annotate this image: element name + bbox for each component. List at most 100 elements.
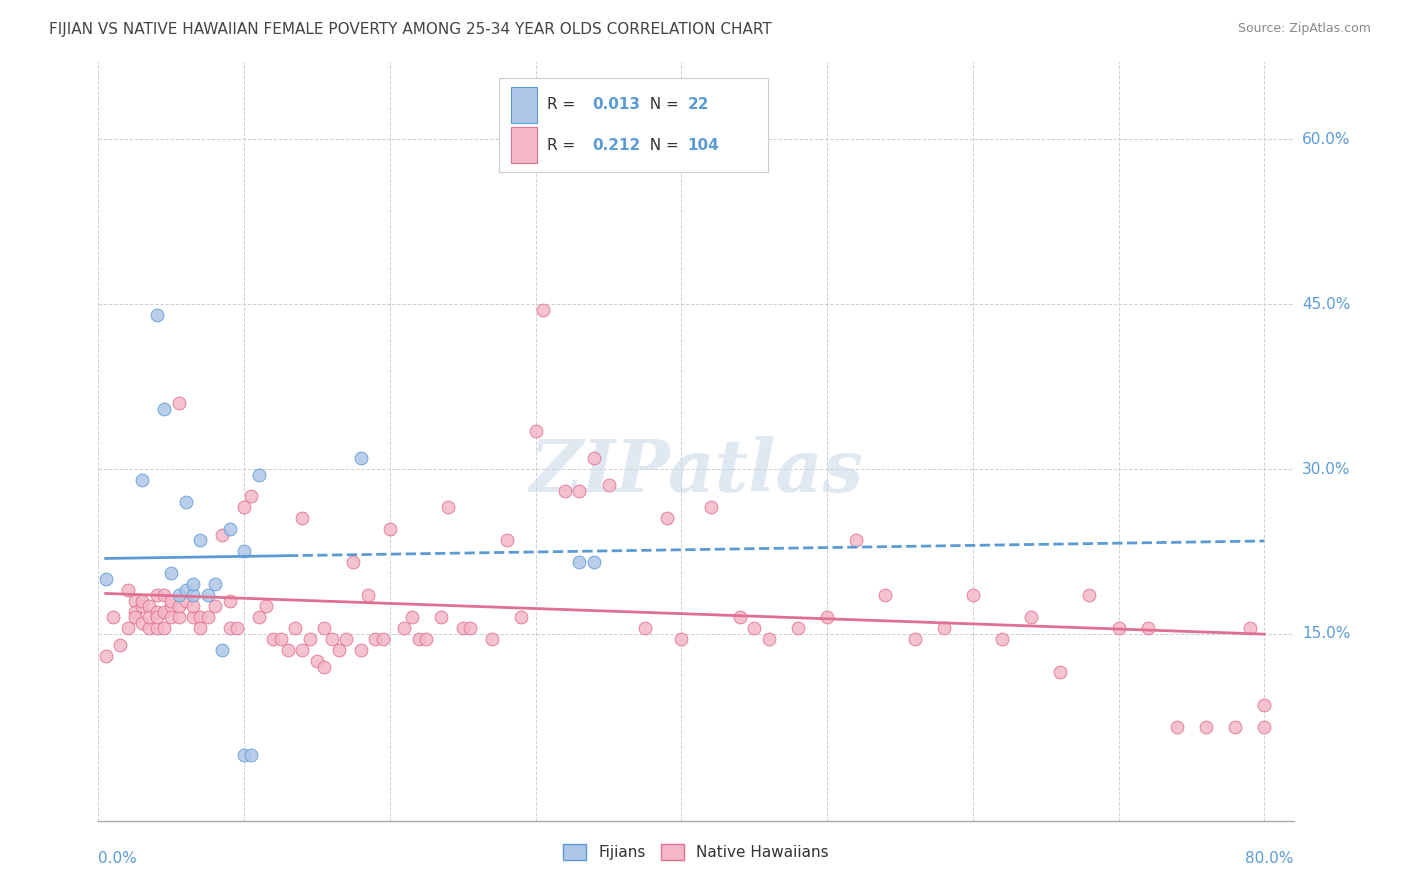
Point bbox=[582, 556, 605, 570]
Point bbox=[190, 621, 212, 635]
Point bbox=[145, 308, 167, 322]
Point bbox=[991, 632, 1014, 647]
Point bbox=[167, 599, 190, 614]
Text: 22: 22 bbox=[688, 97, 709, 112]
Text: Source: ZipAtlas.com: Source: ZipAtlas.com bbox=[1237, 22, 1371, 36]
Point bbox=[655, 511, 678, 525]
Point bbox=[903, 632, 925, 647]
Point bbox=[1136, 621, 1159, 635]
Point bbox=[181, 588, 204, 602]
Text: R =: R = bbox=[547, 137, 579, 153]
Text: 15.0%: 15.0% bbox=[1302, 626, 1350, 641]
Point bbox=[699, 500, 721, 515]
Point bbox=[451, 621, 474, 635]
Point bbox=[1253, 698, 1275, 713]
Point bbox=[350, 450, 373, 465]
Point bbox=[328, 643, 350, 657]
Point bbox=[174, 582, 197, 597]
Point bbox=[145, 621, 167, 635]
Point bbox=[321, 632, 343, 647]
Text: 0.0%: 0.0% bbox=[98, 851, 138, 866]
Point bbox=[218, 621, 240, 635]
Point bbox=[875, 588, 897, 602]
Point bbox=[153, 401, 176, 416]
Text: ZIPatlas: ZIPatlas bbox=[529, 436, 863, 508]
Point bbox=[160, 566, 183, 581]
Bar bbox=[510, 87, 537, 123]
Point bbox=[181, 577, 204, 591]
Point bbox=[190, 533, 212, 548]
Point bbox=[131, 615, 153, 630]
Point bbox=[181, 610, 204, 624]
Point bbox=[153, 621, 176, 635]
Point bbox=[1019, 610, 1042, 624]
Point bbox=[671, 632, 693, 647]
Point bbox=[314, 621, 336, 635]
Point bbox=[233, 747, 256, 762]
Point bbox=[174, 594, 197, 608]
Point bbox=[277, 643, 299, 657]
Point bbox=[94, 648, 117, 663]
Point bbox=[305, 654, 328, 668]
Point bbox=[233, 500, 256, 515]
Point bbox=[145, 588, 167, 602]
Point bbox=[240, 490, 263, 504]
Point bbox=[117, 621, 139, 635]
Point bbox=[634, 621, 657, 635]
Point bbox=[167, 610, 190, 624]
Point bbox=[728, 610, 751, 624]
Point bbox=[357, 588, 380, 602]
Point bbox=[437, 500, 460, 515]
Point bbox=[408, 632, 430, 647]
Point bbox=[742, 621, 765, 635]
Text: 45.0%: 45.0% bbox=[1302, 297, 1350, 311]
Point bbox=[131, 599, 153, 614]
Point bbox=[284, 621, 307, 635]
Point bbox=[350, 643, 373, 657]
Point bbox=[167, 588, 190, 602]
Text: N =: N = bbox=[640, 97, 679, 112]
Point bbox=[394, 621, 416, 635]
Point bbox=[1253, 720, 1275, 734]
Point bbox=[582, 450, 605, 465]
Point bbox=[174, 495, 197, 509]
Point bbox=[495, 533, 517, 548]
Point bbox=[211, 643, 233, 657]
Point bbox=[254, 599, 277, 614]
Text: 30.0%: 30.0% bbox=[1302, 461, 1350, 476]
Text: 80.0%: 80.0% bbox=[1246, 851, 1294, 866]
Point bbox=[138, 621, 160, 635]
Text: R =: R = bbox=[547, 97, 579, 112]
Legend: Fijians, Native Hawaiians: Fijians, Native Hawaiians bbox=[557, 838, 835, 866]
Text: 0.013: 0.013 bbox=[592, 97, 640, 112]
Point bbox=[233, 544, 256, 558]
Point bbox=[138, 610, 160, 624]
Point bbox=[1078, 588, 1101, 602]
Point bbox=[211, 528, 233, 542]
Point bbox=[568, 483, 591, 498]
Point bbox=[153, 588, 176, 602]
Point bbox=[153, 605, 176, 619]
Point bbox=[167, 396, 190, 410]
Point bbox=[845, 533, 868, 548]
Point bbox=[758, 632, 780, 647]
Point bbox=[131, 594, 153, 608]
Point bbox=[197, 610, 219, 624]
Text: 104: 104 bbox=[688, 137, 720, 153]
Point bbox=[204, 599, 226, 614]
Text: FIJIAN VS NATIVE HAWAIIAN FEMALE POVERTY AMONG 25-34 YEAR OLDS CORRELATION CHART: FIJIAN VS NATIVE HAWAIIAN FEMALE POVERTY… bbox=[49, 22, 772, 37]
Point bbox=[1108, 621, 1130, 635]
Point bbox=[962, 588, 984, 602]
Point bbox=[787, 621, 810, 635]
Point bbox=[145, 605, 167, 619]
Point bbox=[247, 610, 270, 624]
Point bbox=[932, 621, 955, 635]
Point bbox=[124, 610, 146, 624]
Point bbox=[138, 599, 160, 614]
Point bbox=[291, 643, 314, 657]
Point bbox=[481, 632, 503, 647]
Point bbox=[160, 599, 183, 614]
Text: 60.0%: 60.0% bbox=[1302, 132, 1350, 147]
Point bbox=[1049, 665, 1071, 680]
Point bbox=[1239, 621, 1261, 635]
